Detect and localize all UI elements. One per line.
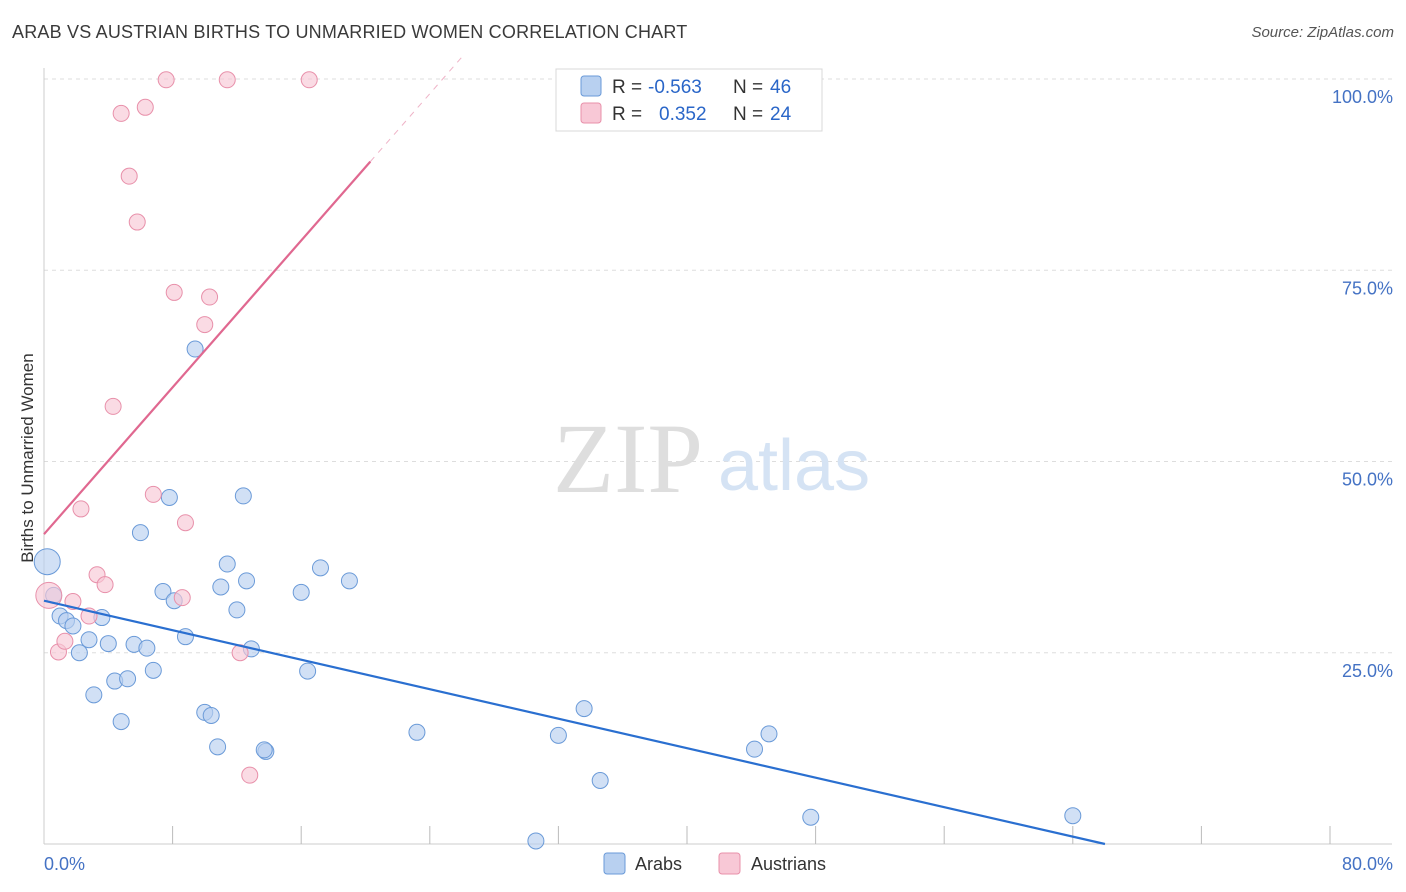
austrians-point bbox=[157, 71, 175, 89]
arabs-trend-line bbox=[43, 599, 1106, 846]
arabs-point bbox=[311, 559, 329, 577]
arabs-point bbox=[228, 601, 246, 619]
austrians-point bbox=[218, 71, 236, 89]
arabs-point bbox=[85, 686, 103, 704]
austrians-legend-swatch bbox=[580, 102, 602, 124]
arabs-point bbox=[218, 555, 236, 573]
arabs-series-label: Arabs bbox=[635, 854, 682, 874]
austrians-point bbox=[136, 98, 154, 116]
arabs-point bbox=[70, 644, 88, 662]
arabs-points bbox=[33, 340, 1082, 850]
arabs-point bbox=[746, 740, 764, 758]
austrians-point bbox=[241, 766, 259, 784]
austrians-point bbox=[35, 581, 63, 609]
arabs-point bbox=[99, 635, 117, 653]
arabs-point bbox=[299, 662, 317, 680]
arabs-point bbox=[160, 488, 178, 506]
arabs-series-swatch bbox=[603, 852, 626, 875]
arabs-point bbox=[80, 631, 98, 649]
arabs-point bbox=[802, 808, 820, 826]
arabs-point bbox=[138, 639, 156, 657]
austrians-trend-extension bbox=[369, 55, 464, 162]
arabs-point bbox=[340, 572, 358, 590]
arabs-point bbox=[238, 572, 256, 590]
arabs-point bbox=[527, 832, 545, 850]
austrians-point bbox=[112, 104, 130, 122]
x-tick-label: 0.0% bbox=[44, 854, 85, 874]
austrians-point bbox=[176, 514, 194, 532]
austrians-point bbox=[96, 576, 114, 594]
arabs-point bbox=[64, 617, 82, 635]
arabs-point bbox=[760, 725, 778, 743]
watermark-zip: ZIP bbox=[553, 403, 703, 514]
austrians-series-swatch bbox=[718, 852, 741, 875]
arabs-point bbox=[154, 583, 172, 601]
y-tick-label: 100.0% bbox=[1332, 87, 1393, 107]
series-legend: Arabs Austrians bbox=[603, 852, 826, 875]
austrians-point bbox=[56, 632, 74, 650]
arabs-point bbox=[202, 706, 220, 724]
austrians-point bbox=[196, 316, 214, 334]
arabs-point bbox=[112, 713, 130, 731]
arabs-point bbox=[1064, 807, 1082, 825]
arabs-r-label: R = bbox=[612, 77, 642, 98]
austrians-point bbox=[128, 213, 146, 231]
arabs-point bbox=[255, 741, 273, 759]
watermark: ZIP atlas bbox=[553, 403, 870, 514]
austrians-point bbox=[300, 71, 318, 89]
austrians-point bbox=[144, 485, 162, 503]
arabs-point bbox=[575, 700, 593, 718]
arabs-n-value: 46 bbox=[770, 77, 791, 98]
austrians-trend-line bbox=[43, 160, 372, 535]
austrians-point bbox=[165, 283, 183, 301]
arabs-point bbox=[131, 524, 149, 542]
arabs-point bbox=[119, 670, 137, 688]
stats-legend: R = -0.563 N = 46 R = 0.352 N = 24 bbox=[555, 68, 823, 132]
austrians-point bbox=[104, 397, 122, 415]
austrians-point bbox=[173, 589, 191, 607]
arabs-point bbox=[234, 487, 252, 505]
trend-lines bbox=[43, 55, 1106, 846]
y-tick-label: 25.0% bbox=[1342, 661, 1393, 681]
austrians-series-label: Austrians bbox=[751, 854, 826, 874]
austrians-points bbox=[35, 71, 318, 784]
arabs-point bbox=[292, 583, 310, 601]
arabs-point bbox=[186, 340, 204, 358]
arabs-legend-swatch bbox=[580, 75, 602, 97]
arabs-point bbox=[209, 738, 227, 756]
arabs-point bbox=[549, 726, 567, 744]
y-tick-labels: 25.0% 50.0% 75.0% 100.0% bbox=[1332, 87, 1393, 681]
y-tick-label: 50.0% bbox=[1342, 470, 1393, 490]
y-tick-label: 75.0% bbox=[1342, 278, 1393, 298]
grid-lines bbox=[44, 78, 1392, 654]
x-tick-label: 80.0% bbox=[1342, 854, 1393, 874]
austrians-n-value: 24 bbox=[770, 104, 792, 125]
axes bbox=[43, 68, 1392, 845]
arabs-point bbox=[591, 772, 609, 790]
austrians-r-value: 0.352 bbox=[659, 104, 707, 125]
arabs-n-label: N = bbox=[733, 77, 763, 98]
arabs-point bbox=[408, 723, 426, 741]
x-tick-labels: 0.0% 80.0% bbox=[44, 854, 1393, 874]
arabs-point bbox=[33, 548, 61, 576]
austrians-n-label: N = bbox=[733, 104, 763, 125]
austrians-r-label: R = bbox=[612, 104, 642, 125]
source-credit: Source: ZipAtlas.com bbox=[1251, 24, 1394, 41]
arabs-r-value: -0.563 bbox=[648, 77, 702, 98]
watermark-atlas: atlas bbox=[718, 426, 870, 506]
austrians-point bbox=[72, 500, 90, 518]
arabs-point bbox=[212, 578, 230, 596]
austrians-point bbox=[120, 167, 138, 185]
chart-title: ARAB VS AUSTRIAN BIRTHS TO UNMARRIED WOM… bbox=[12, 22, 688, 42]
arabs-point bbox=[144, 661, 162, 679]
austrians-point bbox=[201, 288, 219, 306]
